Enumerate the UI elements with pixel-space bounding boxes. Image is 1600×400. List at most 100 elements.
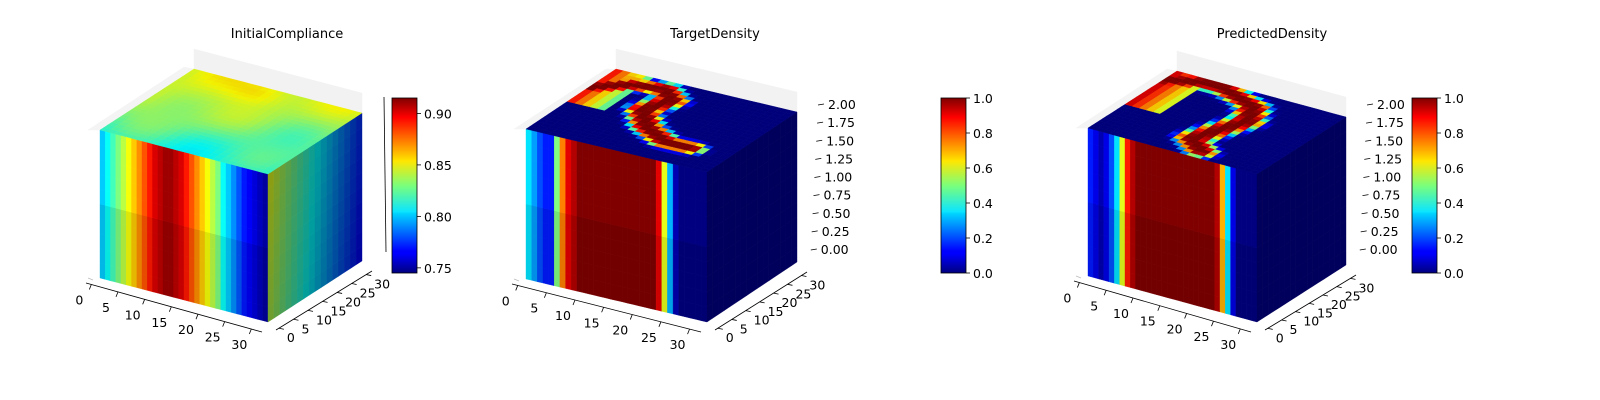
voxel-front (638, 245, 645, 263)
voxel-front (162, 264, 169, 282)
voxel-front (262, 172, 269, 190)
voxel-front (678, 195, 685, 212)
voxel-front (194, 184, 201, 201)
colorbar-gradient (940, 97, 967, 274)
voxel-front (588, 188, 595, 206)
voxel-front (1198, 157, 1205, 175)
voxel-front (672, 163, 679, 181)
voxel-front (1188, 229, 1194, 246)
voxel-front (168, 236, 174, 254)
voxel-front (542, 222, 549, 240)
voxel-front (99, 233, 106, 251)
voxel-front (695, 244, 702, 261)
voxel-top (785, 109, 798, 115)
voxel-front (1140, 142, 1147, 159)
voxel-front (678, 300, 685, 317)
voxel-front (531, 250, 538, 267)
voxel-front (246, 212, 253, 230)
voxel-front (554, 135, 561, 153)
voxel-front (141, 140, 148, 158)
x-tick-label: 30 (231, 337, 247, 352)
voxel-front (204, 172, 211, 189)
voxel-front (1145, 173, 1152, 190)
voxel-front (1251, 201, 1258, 219)
voxel-front (1108, 207, 1115, 225)
voxel-front (115, 267, 122, 284)
x-tick-label: 20 (178, 322, 194, 337)
voxel-front (627, 182, 634, 200)
voxel-front (252, 169, 258, 187)
voxel-front (1140, 156, 1147, 174)
voxel-front (525, 143, 532, 161)
voxel-front (1203, 233, 1210, 251)
voxel-front (126, 269, 132, 287)
voxel-front (633, 229, 640, 247)
voxel-front (168, 266, 174, 283)
voxel-front (1198, 187, 1205, 205)
voxel-front (1124, 152, 1131, 170)
voxel-front (678, 180, 685, 197)
voxel-front (655, 249, 662, 267)
colorbar-tick-label: 0.8 (1444, 126, 1464, 141)
voxel-front (1214, 251, 1221, 268)
x-tick-label: 20 (612, 323, 628, 338)
voxel-front (257, 289, 263, 307)
voxel-front (1093, 203, 1099, 220)
voxel-front (695, 214, 702, 231)
voxel-front (136, 154, 143, 171)
voxel-front (599, 281, 606, 299)
voxel-front (559, 196, 566, 214)
voxel-front (115, 133, 122, 151)
voxel-front (99, 159, 106, 177)
voxel-front (576, 170, 583, 188)
voxel-front (1119, 136, 1126, 154)
voxel-front (178, 179, 185, 197)
voxel-front (599, 236, 606, 254)
voxel-front (1130, 257, 1136, 275)
voxel-front (1087, 157, 1094, 175)
voxel-front (684, 166, 691, 184)
voxel-front (1203, 248, 1210, 265)
voxel-front (178, 165, 185, 182)
voxel-front (152, 173, 159, 190)
voxel-front (633, 169, 640, 187)
voxel-front (1087, 260, 1094, 278)
voxel-front (1214, 236, 1221, 253)
voxel-front (183, 181, 190, 199)
voxel-front (1098, 160, 1105, 177)
voxel-front (559, 271, 566, 289)
voxel-front (689, 302, 696, 320)
voxel-front (120, 179, 127, 197)
voxel-front (1145, 143, 1152, 161)
voxel-front (147, 260, 153, 278)
voxel-front (1130, 154, 1136, 171)
voxel-front (650, 173, 657, 191)
voxel-front (120, 209, 127, 226)
voxel-front (1145, 202, 1152, 220)
voxel-front (695, 169, 702, 186)
voxel-front (215, 234, 222, 251)
voxel-front (257, 245, 263, 262)
voxel-front (695, 274, 702, 291)
voxel-front (126, 151, 132, 169)
voxel-front (1161, 192, 1168, 210)
voxel-front (1103, 235, 1110, 253)
voxel-front (1098, 189, 1105, 207)
voxel-front (605, 267, 611, 285)
voxel-front (1114, 253, 1120, 271)
voxel-front (638, 275, 645, 293)
voxel-front (1214, 191, 1221, 209)
voxel-front (1156, 205, 1163, 223)
voxel-front (599, 176, 606, 194)
voxel-front (1172, 254, 1179, 272)
voxel-front (1251, 305, 1258, 323)
voxel-front (672, 283, 679, 301)
voxel-front (220, 220, 227, 238)
voxel-front (638, 215, 645, 233)
voxel-front (257, 185, 263, 203)
voxel-front (120, 194, 127, 212)
voxel-front (610, 283, 617, 301)
voxel-front (695, 184, 702, 201)
voxel-front (115, 252, 122, 269)
